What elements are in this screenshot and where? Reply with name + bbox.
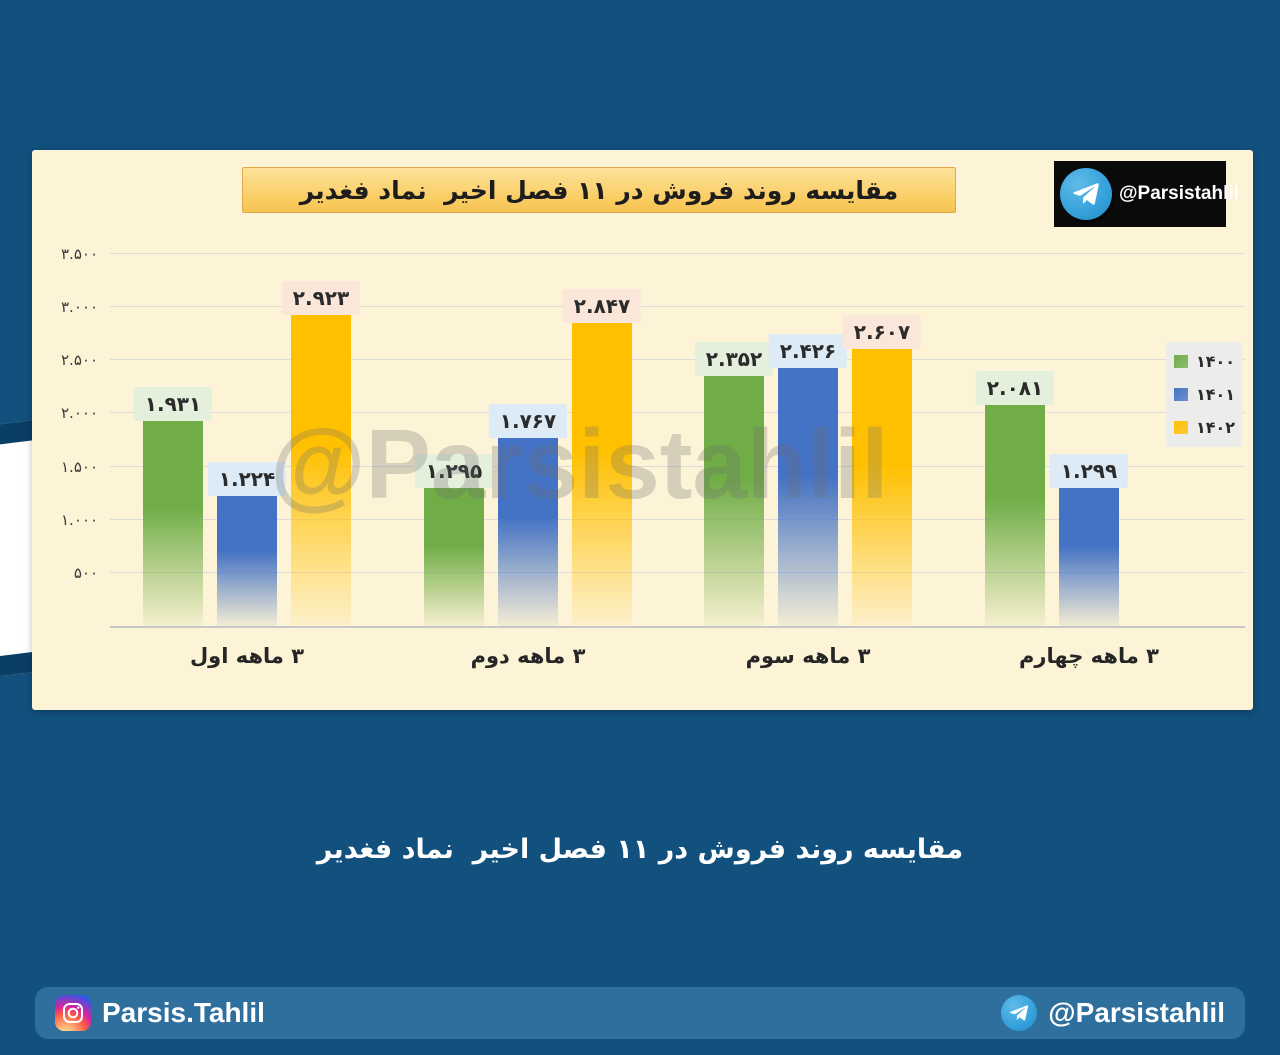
bar bbox=[143, 421, 203, 626]
bar-wrap: ۱.۹۳۱ bbox=[133, 387, 213, 626]
bar-wrap: ۱.۲۹۵ bbox=[414, 454, 494, 626]
plot-area: @Parsistahlil ۳.۵۰۰ ۳.۰۰۰ ۲.۵۰۰ ۲.۰۰۰ ۱.۵۰۰ ۱… bbox=[61, 245, 1245, 628]
bar-group: ۱.۲۹۵ ۱.۷۶۷ ۲.۸۴۷ bbox=[414, 254, 642, 626]
y-tick-label: ۱.۵۰۰ bbox=[61, 458, 98, 476]
chart-title: مقایسه روند فروش در ۱۱ فصل اخیر نماد فغد… bbox=[242, 167, 956, 213]
bar-value-label: ۱.۷۶۷ bbox=[488, 404, 568, 438]
gridline bbox=[110, 572, 1245, 573]
bar bbox=[572, 323, 632, 626]
y-tick-label: ۱.۰۰۰ bbox=[61, 511, 98, 529]
y-tick-label: ۳.۵۰۰ bbox=[61, 245, 98, 263]
telegram-handle-group: @Parsistahlil bbox=[1001, 995, 1225, 1031]
instagram-icon bbox=[55, 995, 91, 1031]
legend-label: ۱۴۰۰ bbox=[1196, 352, 1236, 371]
bar-value-label: ۲.۹۲۳ bbox=[281, 281, 361, 315]
legend-item: ۱۴۰۰ bbox=[1174, 352, 1236, 371]
bar-group: ۲.۳۵۲ ۲.۴۲۶ ۲.۶۰۷ bbox=[694, 254, 922, 626]
legend-label: ۱۴۰۱ bbox=[1196, 385, 1236, 404]
bar-wrap: ۱.۲۹۹ bbox=[1049, 454, 1129, 626]
bar-value-label: ۱.۲۹۹ bbox=[1049, 454, 1129, 488]
bar bbox=[778, 368, 838, 626]
bar-value-label: ۲.۳۵۲ bbox=[694, 342, 774, 376]
x-axis-label: ۳ ماهه دوم bbox=[470, 644, 586, 668]
x-axis-label: ۳ ماهه چهارم bbox=[1019, 644, 1159, 668]
bottom-caption: مقایسه روند فروش در ۱۱ فصل اخیر نماد فغد… bbox=[316, 834, 964, 865]
bar-value-label: ۲.۸۴۷ bbox=[562, 289, 642, 323]
bar-value-label: ۱.۹۳۱ bbox=[133, 387, 213, 421]
y-tick-label: ۲.۵۰۰ bbox=[61, 351, 98, 369]
legend-item: ۱۴۰۱ bbox=[1174, 385, 1236, 404]
bar-wrap: ۲.۳۵۲ bbox=[694, 342, 774, 626]
footer-telegram-icon bbox=[1001, 995, 1038, 1031]
bar-wrap: ۲.۶۰۷ bbox=[842, 315, 922, 626]
bar bbox=[985, 405, 1045, 626]
bar-value-label: ۲.۶۰۷ bbox=[842, 315, 922, 349]
bar bbox=[1059, 488, 1119, 626]
gridline bbox=[110, 412, 1245, 413]
y-tick-label: ۳.۰۰۰ bbox=[61, 298, 98, 316]
chart-card: مقایسه روند فروش در ۱۱ فصل اخیر نماد فغد… bbox=[32, 150, 1253, 710]
bar-value-label: ۱.۲۲۴ bbox=[207, 462, 287, 496]
gridline bbox=[110, 306, 1245, 307]
bar-wrap: ۲.۹۲۳ bbox=[281, 281, 361, 626]
bar bbox=[217, 496, 277, 626]
legend-swatch bbox=[1174, 388, 1188, 401]
legend-label: ۱۴۰۲ bbox=[1196, 418, 1236, 437]
bar bbox=[424, 488, 484, 626]
bar-group: ۲.۰۸۱ ۱.۲۹۹ bbox=[975, 254, 1129, 626]
bar-wrap: ۲.۸۴۷ bbox=[562, 289, 642, 626]
x-axis-labels: ۳ ماهه اول ۳ ماهه دوم ۳ ماهه سوم ۳ ماهه چها… bbox=[110, 644, 1245, 684]
telegram-icon bbox=[1060, 168, 1112, 220]
y-tick-label: ۵۰۰ bbox=[73, 564, 98, 582]
instagram-handle-group: Parsis.Tahlil bbox=[55, 995, 265, 1031]
legend: ۱۴۰۰ ۱۴۰۱ ۱۴۰۲ bbox=[1166, 342, 1242, 447]
bar-wrap: ۲.۰۸۱ bbox=[975, 371, 1055, 626]
bar-group: ۱.۹۳۱ ۱.۲۲۴ ۲.۹۲۳ bbox=[133, 254, 361, 626]
bar-value-label: ۱.۲۹۵ bbox=[414, 454, 494, 488]
legend-item: ۱۴۰۲ bbox=[1174, 418, 1236, 437]
bar-wrap: ۱.۲۲۴ bbox=[207, 462, 287, 626]
bar-wrap: ۱.۷۶۷ bbox=[488, 404, 568, 626]
bar-value-label: ۲.۴۲۶ bbox=[768, 334, 848, 368]
gridline bbox=[110, 359, 1245, 360]
instagram-handle-text: Parsis.Tahlil bbox=[102, 997, 265, 1028]
gridline bbox=[110, 466, 1245, 467]
bar bbox=[704, 376, 764, 626]
x-axis-label: ۳ ماهه سوم bbox=[745, 644, 871, 668]
bar bbox=[291, 315, 351, 626]
y-tick-label: ۲.۰۰۰ bbox=[61, 404, 98, 422]
bar-value-label: ۲.۰۸۱ bbox=[975, 371, 1055, 405]
gridline bbox=[110, 253, 1245, 254]
footer-telegram-handle-text: @Parsistahlil bbox=[1048, 997, 1225, 1028]
footer-bar: Parsis.Tahlil @Parsistahlil bbox=[35, 987, 1245, 1039]
telegram-badge: @Parsistahlil bbox=[1054, 161, 1239, 227]
bar-wrap: ۲.۴۲۶ bbox=[768, 334, 848, 626]
telegram-badge-handle: @Parsistahlil bbox=[1119, 183, 1239, 204]
bar bbox=[498, 438, 558, 626]
legend-swatch bbox=[1174, 421, 1188, 434]
legend-swatch bbox=[1174, 355, 1188, 368]
gridline bbox=[110, 519, 1245, 520]
x-axis-label: ۳ ماهه اول bbox=[189, 644, 305, 668]
bar bbox=[852, 349, 912, 626]
